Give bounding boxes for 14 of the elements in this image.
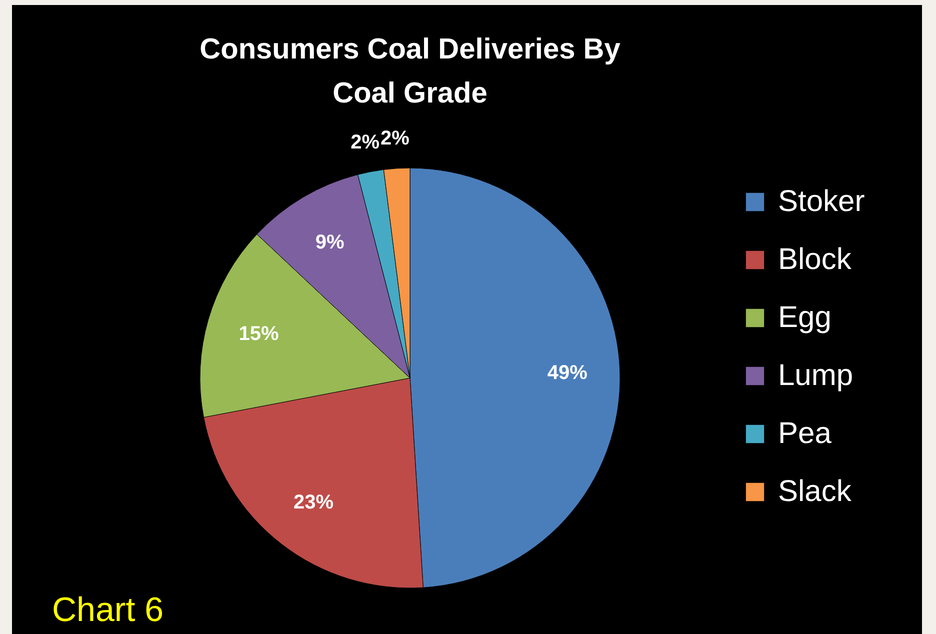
data-label: 2% <box>350 131 380 154</box>
legend-label: Pea <box>778 417 832 450</box>
data-label: 49% <box>547 362 588 384</box>
legend-label: Stoker <box>778 185 865 218</box>
data-label: 9% <box>315 231 344 254</box>
legend-label: Block <box>778 243 852 276</box>
data-label: 15% <box>238 323 279 346</box>
legend-label: Slack <box>778 475 852 508</box>
data-label: 2% <box>380 127 410 150</box>
data-label: 23% <box>293 491 334 514</box>
caption: Chart 6 <box>52 591 164 630</box>
legend-label: Egg <box>778 301 832 334</box>
legend-label: Lump <box>778 359 854 392</box>
chart-title: Consumers Coal Deliveries By Coal Grade <box>200 33 620 110</box>
